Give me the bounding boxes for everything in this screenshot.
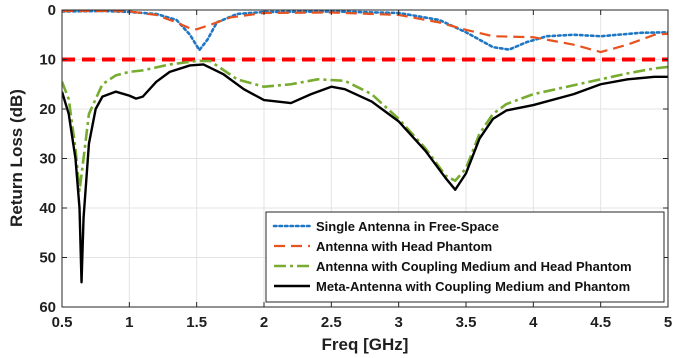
legend-box: [265, 211, 665, 303]
x-tick-label: 2: [260, 314, 268, 331]
y-tick-label: 10: [39, 52, 56, 69]
x-tick-label: 1.5: [186, 314, 207, 331]
x-tick-label: 0.5: [52, 314, 73, 331]
x-tick-label: 4.5: [590, 314, 611, 331]
x-tick-label: 3.5: [456, 314, 477, 331]
x-tick-label: 1: [125, 314, 133, 331]
series-line-3: [62, 59, 668, 192]
y-axis-label: Return Loss (dB): [7, 89, 26, 227]
legend-label: Single Antenna in Free-Space: [316, 219, 499, 234]
y-tick-label: 50: [39, 250, 56, 267]
y-tick-label: 30: [39, 151, 56, 168]
y-tick-label: 60: [39, 299, 56, 316]
legend-label: Antenna with Head Phantom: [316, 239, 492, 254]
legend-label: Antenna with Coupling Medium and Head Ph…: [316, 259, 632, 274]
x-tick-label: 4: [529, 314, 538, 331]
x-tick-label: 2.5: [321, 314, 342, 331]
y-tick-label: 40: [39, 200, 56, 217]
legend-label: Meta-Antenna with Coupling Medium and Ph…: [316, 279, 630, 294]
y-tick-label: 0: [48, 2, 56, 19]
x-axis-label: Freq [GHz]: [322, 335, 409, 354]
x-tick-label: 3: [394, 314, 402, 331]
x-tick-label: 5: [664, 314, 672, 331]
legend: Single Antenna in Free-Space Antenna with…: [265, 211, 665, 303]
series-line-4: [62, 63, 668, 284]
y-tick-label: 20: [39, 101, 56, 118]
